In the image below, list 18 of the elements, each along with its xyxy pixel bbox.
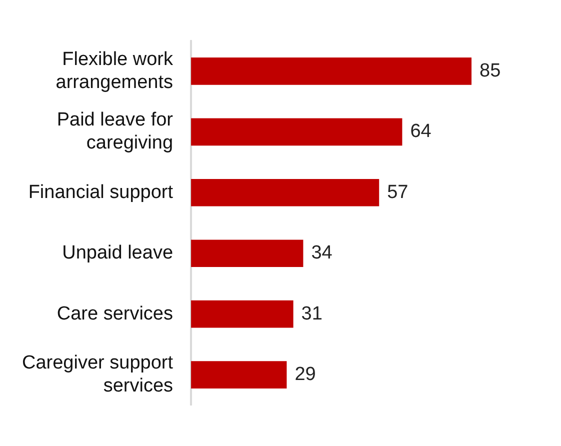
bar <box>191 361 287 388</box>
bar <box>191 178 380 206</box>
data-label: 64 <box>410 121 432 142</box>
data-label: 85 <box>480 60 501 82</box>
bar <box>191 118 402 146</box>
bar <box>191 240 304 268</box>
y-tick-label: Care services <box>56 303 174 324</box>
y-tick-label: Flexible work arrangements <box>56 49 174 93</box>
data-label: 57 <box>387 182 408 203</box>
y-tick-label: Financial support <box>28 182 174 203</box>
data-label: 31 <box>301 303 322 324</box>
data-label: 29 <box>294 364 316 386</box>
bar <box>191 300 294 328</box>
y-tick-label: Unpaid leave <box>62 242 174 264</box>
y-tick-label: Caregiver support services <box>22 352 174 396</box>
data-label: 34 <box>311 242 333 264</box>
y-tick-label: Paid leave for caregiving <box>56 110 174 154</box>
bar <box>191 58 472 85</box>
